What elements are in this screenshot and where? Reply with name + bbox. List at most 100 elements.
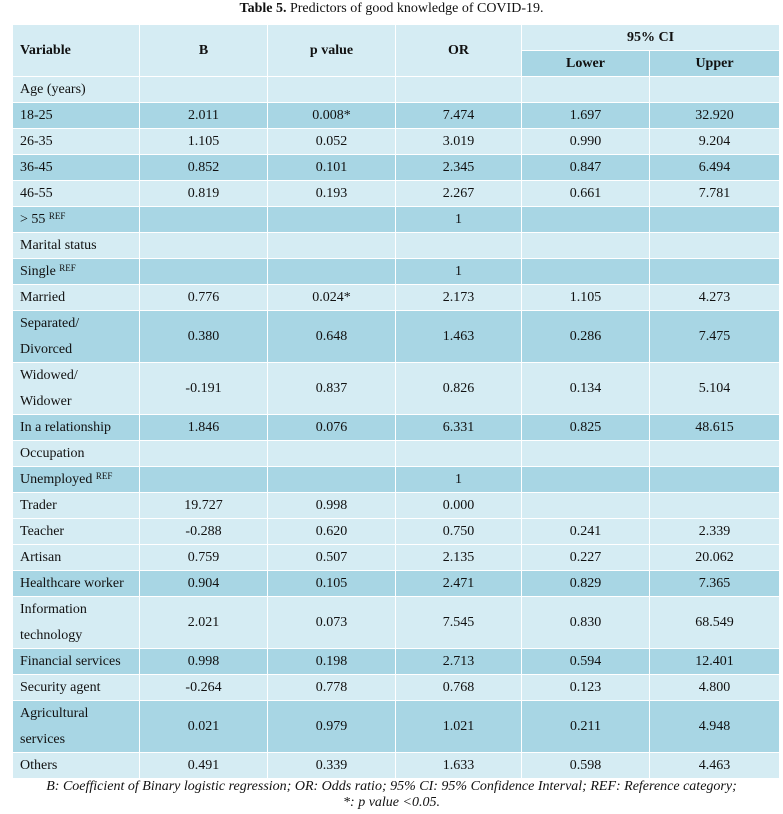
- value-cell: 0.491: [139, 752, 268, 779]
- value-cell: 0.052: [267, 128, 396, 155]
- value-cell: 1.105: [139, 128, 268, 155]
- header-cell: Lower: [521, 50, 650, 77]
- value-cell: 68.549: [649, 596, 780, 649]
- variable-cell: Marital status: [12, 232, 140, 259]
- table-row: Security agent -0.264 0.778 0.768 0.123 4.800: [12, 674, 780, 701]
- value-cell: 0.819: [139, 180, 268, 207]
- value-cell: 0.825: [521, 414, 650, 441]
- variable-text: Age (years): [20, 82, 86, 97]
- variable-text: Teacher: [20, 524, 65, 539]
- table-row: Married 0.776 0.024* 2.173 1.105 4.273: [12, 284, 780, 311]
- variable-text: Separated/: [20, 316, 80, 331]
- value-cell: 0.998: [139, 648, 268, 675]
- empty-cell: [139, 466, 268, 493]
- table-row: Widowed/Widower -0.191 0.837 0.826 0.134 5.10…: [12, 362, 780, 415]
- value-cell: 0.123: [521, 674, 650, 701]
- table-row: Unemployed REF 1: [12, 466, 780, 493]
- value-cell: 2.267: [395, 180, 522, 207]
- empty-cell: [521, 440, 650, 467]
- variable-cell: 18-25: [12, 102, 140, 129]
- variable-cell: 26-35: [12, 128, 140, 155]
- variable-cell: Unemployed REF: [12, 466, 140, 493]
- value-cell: 1.697: [521, 102, 650, 129]
- variable-text: Information: [20, 602, 87, 617]
- variable-text: > 55: [20, 212, 46, 227]
- table-row: Age (years): [12, 76, 780, 103]
- value-cell: 2.173: [395, 284, 522, 311]
- empty-cell: [139, 206, 268, 233]
- variable-cell: Agricultural services: [12, 700, 140, 753]
- value-cell: 0.134: [521, 362, 650, 415]
- table-row: Single REF 1: [12, 258, 780, 285]
- empty-cell: [267, 440, 396, 467]
- footnote-line: *: p value <0.05.: [343, 795, 440, 810]
- value-cell: 6.331: [395, 414, 522, 441]
- value-cell: 0.000: [395, 492, 522, 519]
- variable-text: technology: [20, 627, 83, 643]
- table-title: Table 5. Predictors of good knowledge of…: [0, 0, 783, 18]
- value-cell: 0.829: [521, 570, 650, 597]
- value-cell: 4.273: [649, 284, 780, 311]
- empty-cell: [649, 258, 780, 285]
- variable-text: Occupation: [20, 446, 85, 461]
- variable-text: 36-45: [20, 160, 53, 175]
- ref-mark: REF: [48, 211, 66, 221]
- value-cell: 0.904: [139, 570, 268, 597]
- value-cell: 0.661: [521, 180, 650, 207]
- value-cell: 0.073: [267, 596, 396, 649]
- value-cell: 0.594: [521, 648, 650, 675]
- value-cell: 2.471: [395, 570, 522, 597]
- variable-cell: Security agent: [12, 674, 140, 701]
- empty-cell: [139, 440, 268, 467]
- empty-cell: [139, 76, 268, 103]
- empty-cell: [267, 258, 396, 285]
- table-row: Teacher -0.288 0.620 0.750 0.241 2.339: [12, 518, 780, 545]
- value-cell: 12.401: [649, 648, 780, 675]
- value-cell: 0.852: [139, 154, 268, 181]
- value-cell: 0.759: [139, 544, 268, 571]
- variable-text: Others: [20, 758, 58, 773]
- value-cell: 1.463: [395, 310, 522, 363]
- variable-cell: Information technology: [12, 596, 140, 649]
- table-row: Occupation: [12, 440, 780, 467]
- footnote: B: Coefficient of Binary logistic regres…: [0, 779, 783, 811]
- value-cell: 1.105: [521, 284, 650, 311]
- value-cell: 3.019: [395, 128, 522, 155]
- table-row: > 55 REF 1: [12, 206, 780, 233]
- header-cell: Upper: [649, 50, 780, 77]
- empty-cell: [267, 466, 396, 493]
- table-row: Financial services 0.998 0.198 2.713 0.594 12…: [12, 648, 780, 675]
- value-cell: 0.837: [267, 362, 396, 415]
- value-cell: 2.011: [139, 102, 268, 129]
- table-row: Artisan 0.759 0.507 2.135 0.227 20.062: [12, 544, 780, 571]
- table-row: 46-55 0.819 0.193 2.267 0.661 7.781: [12, 180, 780, 207]
- empty-cell: [267, 206, 396, 233]
- value-cell: 0.776: [139, 284, 268, 311]
- value-cell: 0.227: [521, 544, 650, 571]
- variable-text: Healthcare worker: [20, 576, 124, 591]
- value-cell: 7.475: [649, 310, 780, 363]
- variable-text: In a relationship: [20, 420, 111, 435]
- empty-cell: [521, 466, 650, 493]
- value-cell: 0.211: [521, 700, 650, 753]
- value-cell: 0.998: [267, 492, 396, 519]
- value-cell: 0.990: [521, 128, 650, 155]
- value-cell: 0.008*: [267, 102, 396, 129]
- table-row: Healthcare worker 0.904 0.105 2.471 0.829 7.3…: [12, 570, 780, 597]
- value-cell: 20.062: [649, 544, 780, 571]
- table-row: 26-35 1.105 0.052 3.019 0.990 9.204: [12, 128, 780, 155]
- variable-cell: > 55 REF: [12, 206, 140, 233]
- variable-cell: Others: [12, 752, 140, 779]
- value-cell: 0.286: [521, 310, 650, 363]
- value-cell: 7.781: [649, 180, 780, 207]
- variable-cell: Financial services: [12, 648, 140, 675]
- value-cell: 6.494: [649, 154, 780, 181]
- value-cell: 9.204: [649, 128, 780, 155]
- value-cell: 2.345: [395, 154, 522, 181]
- header-cell: B: [139, 24, 268, 77]
- header-cell: 95% CI: [521, 24, 780, 51]
- value-cell: 48.615: [649, 414, 780, 441]
- title-text: Predictors of good knowledge of COVID-19…: [289, 1, 544, 16]
- variable-cell: Single REF: [12, 258, 140, 285]
- empty-cell: [395, 440, 522, 467]
